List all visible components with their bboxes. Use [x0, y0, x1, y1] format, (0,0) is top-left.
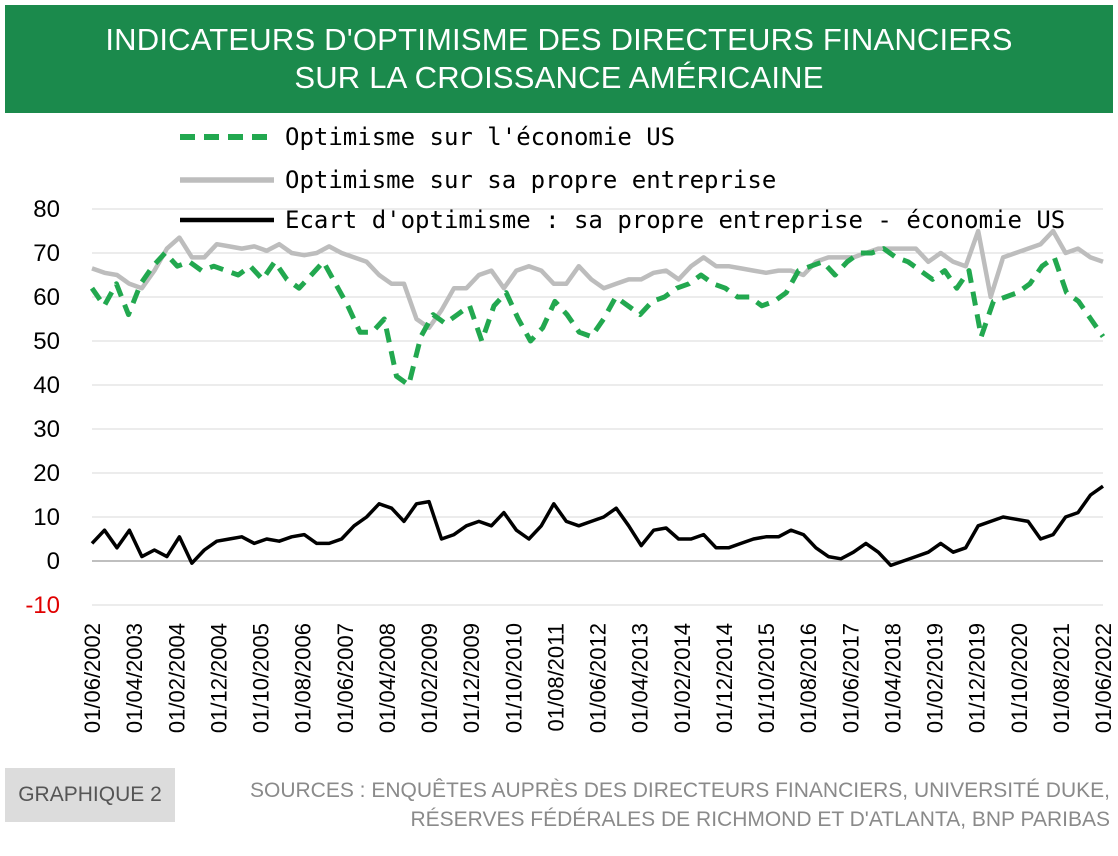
x-tick-label: 01/06/2007 — [333, 623, 358, 733]
x-tick-label: 01/02/2004 — [164, 623, 189, 733]
y-tick-label-20: 20 — [33, 460, 60, 487]
chart-title-line-1: INDICATEURS D'OPTIMISME DES DIRECTEURS F… — [105, 22, 1013, 57]
x-tick-label: 01/04/2018 — [880, 623, 905, 733]
figure-number-badge: GRAPHIQUE 2 — [5, 768, 175, 822]
chart-title-line-2: SUR LA CROISSANCE AMÉRICAINE — [294, 60, 824, 95]
series-line-own-company — [91, 228, 1104, 331]
x-tick-label: 01/06/2017 — [838, 623, 863, 733]
x-tick-label: 01/06/2012 — [586, 623, 611, 733]
x-tick-label: 01/12/2004 — [206, 623, 231, 733]
y-tick-label-30: 30 — [33, 416, 60, 443]
series-line-economy — [89, 246, 1106, 388]
y-tick-label-60: 60 — [33, 284, 60, 311]
legend-label-gap: Ecart d'optimisme : sa propre entreprise… — [285, 206, 1065, 234]
x-tick-label: 01/10/2020 — [1007, 623, 1032, 733]
x-tick-label: 01/08/2021 — [1049, 623, 1074, 733]
y-tick-label-50: 50 — [33, 328, 60, 355]
x-tick-label: 01/10/2010 — [501, 623, 526, 733]
series-line-gap — [90, 484, 1105, 568]
legend-label-economy: Optimisme sur l'économie US — [285, 123, 675, 151]
y-tick-label-40: 40 — [33, 372, 60, 399]
chart-title-banner: INDICATEURS D'OPTIMISME DES DIRECTEURS F… — [5, 5, 1113, 113]
x-tick-label: 01/12/2009 — [459, 623, 484, 733]
x-tick-label: 01/04/2013 — [628, 623, 653, 733]
x-tick-label: 01/10/2015 — [754, 623, 779, 733]
x-tick-label: 01/06/2002 — [80, 623, 105, 733]
y-tick-label-80: 80 — [33, 196, 60, 223]
y-tick-label-70: 70 — [33, 240, 60, 267]
x-tick-label: 01/06/2022 — [1091, 623, 1116, 733]
source-line-2: RÉSERVES FÉDÉRALES DE RICHMOND ET D'ATLA… — [410, 808, 1110, 831]
x-tick-label: 01/08/2016 — [796, 623, 821, 733]
y-tick-label-10: 10 — [33, 504, 60, 531]
line-chart: -10 0 10 20 30 40 50 60 70 80 01/06/2002 01/04/2003… — [25, 123, 1116, 733]
source-note: SOURCES : ENQUÊTES AUPRÈS DES DIRECTEURS… — [250, 776, 1110, 834]
x-tick-label: 01/10/2005 — [249, 623, 274, 733]
x-tick-label: 01/04/2003 — [122, 623, 147, 733]
x-tick-label: 01/02/2014 — [670, 623, 695, 733]
x-tick-label: 01/02/2009 — [417, 623, 442, 733]
x-tick-label: 01/12/2019 — [965, 623, 990, 733]
x-tick-label: 01/12/2014 — [712, 623, 737, 733]
x-tick-label: 01/08/2006 — [291, 623, 316, 733]
y-tick-label-minus-10: -10 — [25, 592, 60, 619]
x-tick-label: 01/02/2019 — [923, 623, 948, 733]
x-tick-label: 01/08/2011 — [543, 623, 568, 731]
y-tick-label-0: 0 — [47, 548, 60, 575]
source-line-1: SOURCES : ENQUÊTES AUPRÈS DES DIRECTEURS… — [250, 779, 1110, 802]
x-tick-label: 01/04/2008 — [375, 623, 400, 733]
legend-label-own-company: Optimisme sur sa propre entreprise — [285, 166, 776, 194]
